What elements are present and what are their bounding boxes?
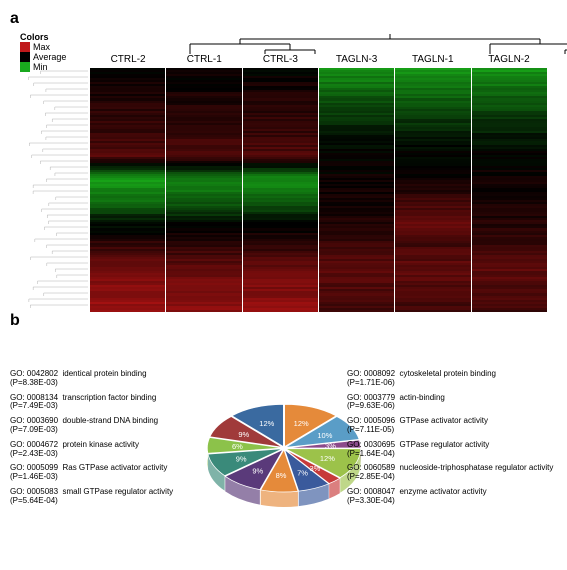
go-term: GO: 0005083 small GTPase regulator activ… <box>10 488 210 506</box>
heatmap-legend: Colors MaxAverageMin <box>20 32 66 72</box>
svg-text:8%: 8% <box>275 471 286 480</box>
heatmap-column <box>471 68 547 312</box>
column-label: CTRL-2 <box>90 54 166 65</box>
heatmap-column <box>165 68 241 312</box>
svg-text:9%: 9% <box>235 455 246 464</box>
panel-a-label: a <box>10 10 557 28</box>
heatmap-column <box>90 68 165 312</box>
go-labels-right: GO: 0008092 cytoskeletal protein binding… <box>347 370 557 512</box>
svg-text:3%: 3% <box>309 464 320 473</box>
go-labels-left: GO: 0042802 identical protein binding(P=… <box>10 370 210 512</box>
heatmap-column <box>242 68 318 312</box>
go-term: GO: 0030695 GTPase regulator activity(P=… <box>347 441 557 459</box>
svg-text:10%: 10% <box>317 431 332 440</box>
go-term: GO: 0005099 Ras GTPase activator activit… <box>10 464 210 482</box>
go-term: GO: 0003690 double-strand DNA binding(P=… <box>10 417 210 435</box>
panel-b-label: b <box>10 312 557 330</box>
column-labels: CTRL-2CTRL-1CTRL-3TAGLN-3TAGLN-1TAGLN-2 <box>90 54 547 65</box>
svg-text:9%: 9% <box>238 430 249 439</box>
legend-swatch <box>20 42 30 52</box>
column-label: TAGLN-1 <box>395 54 471 65</box>
legend-row: Average <box>20 52 66 62</box>
svg-text:3%: 3% <box>325 441 336 450</box>
column-label: TAGLN-3 <box>319 54 395 65</box>
go-term: GO: 0005096 GTPase activator activity(P=… <box>347 417 557 435</box>
svg-text:9%: 9% <box>252 466 263 475</box>
pie-panel: GO: 0042802 identical protein binding(P=… <box>10 340 557 560</box>
go-term: GO: 0060589 nucleoside-triphosphatase re… <box>347 464 557 482</box>
heatmap-column <box>394 68 470 312</box>
go-term: GO: 0008134 transcription factor binding… <box>10 394 210 412</box>
column-dendrogram <box>90 32 567 54</box>
legend-label: Average <box>33 52 66 62</box>
svg-text:12%: 12% <box>259 419 274 428</box>
column-label: TAGLN-2 <box>471 54 547 65</box>
go-term: GO: 0008092 cytoskeletal protein binding… <box>347 370 557 388</box>
svg-text:7%: 7% <box>297 469 308 478</box>
go-term: GO: 0042802 identical protein binding(P=… <box>10 370 210 388</box>
heatmap-column <box>318 68 394 312</box>
svg-text:12%: 12% <box>319 454 334 463</box>
go-term: GO: 0008047 enzyme activator activity(P=… <box>347 488 557 506</box>
column-label: CTRL-3 <box>242 54 318 65</box>
go-term: GO: 0004672 protein kinase activity(P=2.… <box>10 441 210 459</box>
svg-text:12%: 12% <box>293 419 308 428</box>
heatmap-grid <box>90 68 547 312</box>
legend-swatch <box>20 52 30 62</box>
svg-text:6%: 6% <box>231 442 242 451</box>
go-term: GO: 0003779 actin-binding(P=9.63E-06) <box>347 394 557 412</box>
legend-label: Max <box>33 42 50 52</box>
column-label: CTRL-1 <box>166 54 242 65</box>
row-dendrogram <box>20 68 88 308</box>
legend-title: Colors <box>20 32 66 42</box>
heatmap-panel: Colors MaxAverageMin CTRL-2CTRL-1CTRL-3T… <box>10 32 557 312</box>
legend-row: Max <box>20 42 66 52</box>
